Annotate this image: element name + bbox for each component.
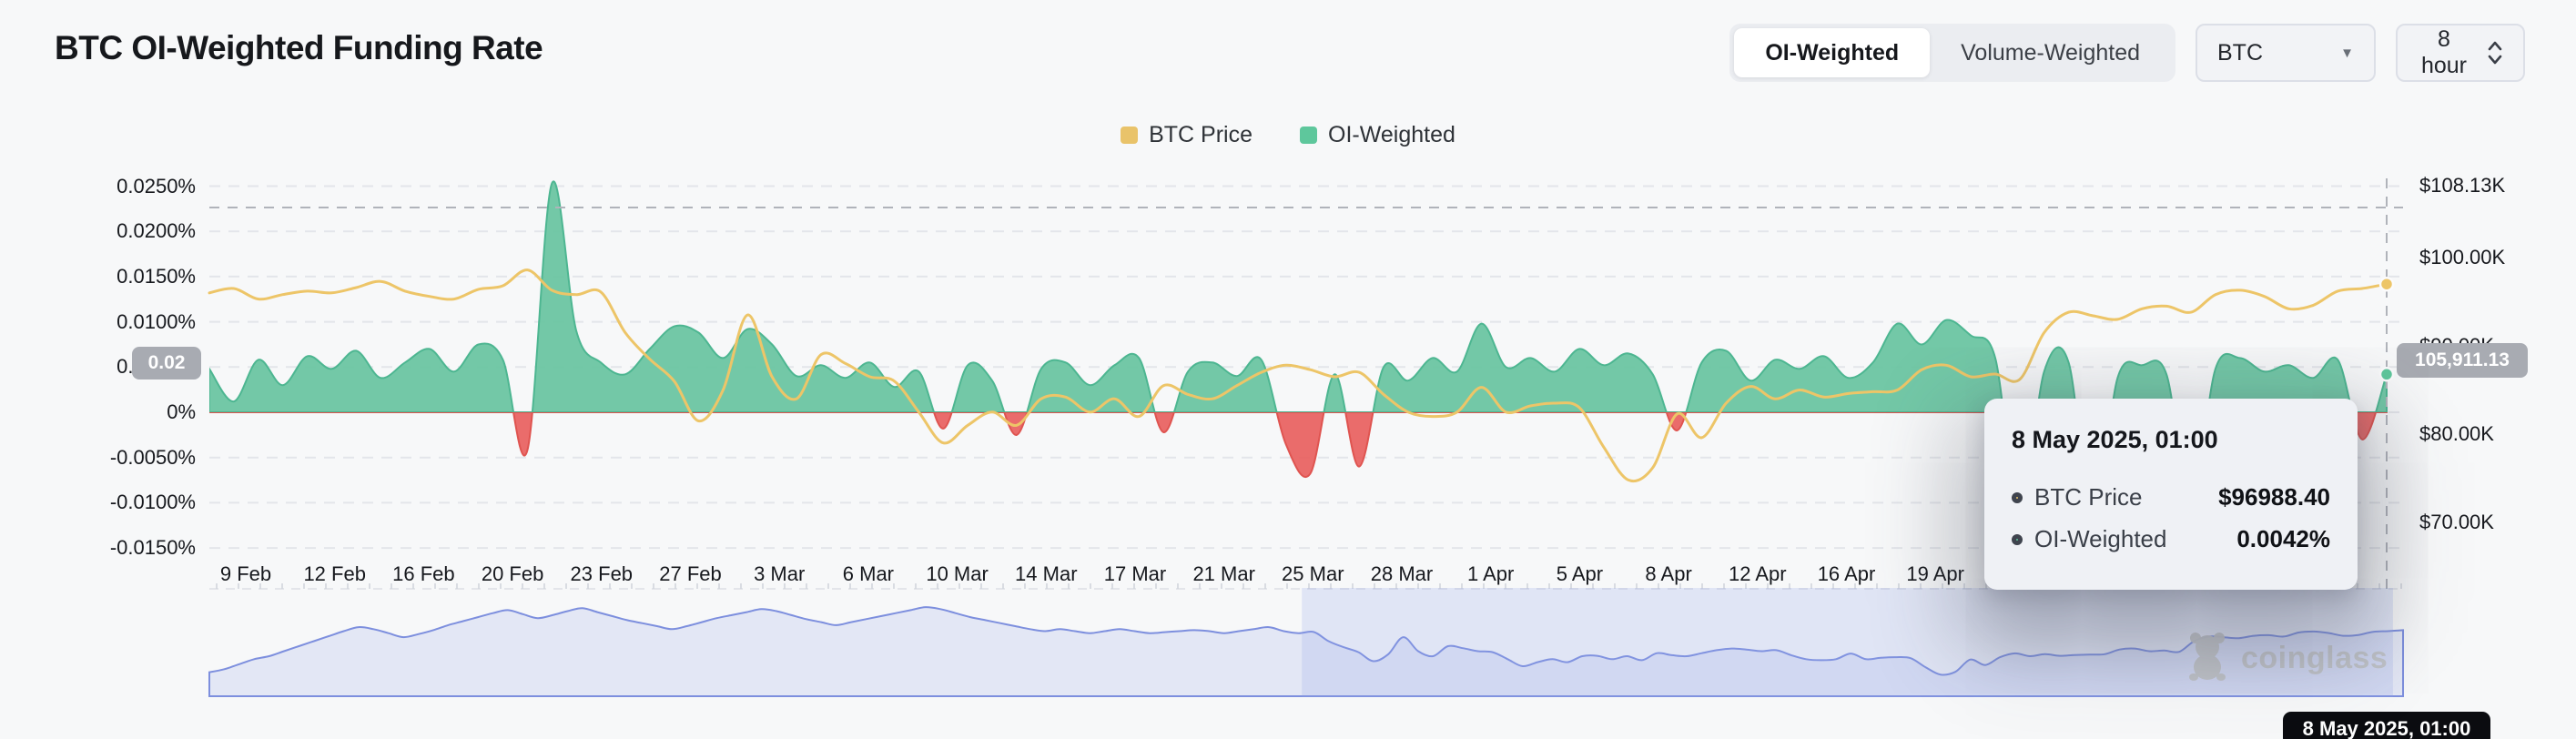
x-axis: 9 Feb 12 Feb 16 Feb 20 Feb 23 Feb 27 Feb 3 Mar… [0,155,2576,739]
y-axis-label-left: 0.0200% [117,219,196,243]
x-axis-label: 19 Apr [1906,562,1964,585]
crosshair-left-badge: 0.02 [132,347,201,380]
y-axis-label-right: $100.00K [2419,246,2506,268]
tooltip-row-oi-weighted: OI-Weighted 0.0042% [2012,525,2330,553]
y-axis-label-left: 0% [167,400,196,423]
symbol-select-value: BTC [2217,39,2263,66]
chart-tooltip: 8 May 2025, 01:00 BTC Price $96988.40 OI… [1984,399,2358,590]
x-axis-label: 3 Mar [754,562,806,585]
y-axis-label-left: 0.0100% [117,309,196,333]
x-axis-label: 14 Mar [1015,562,1078,585]
x-axis-label: 9 Feb [219,562,272,585]
y-axis-label-left: 0.0250% [117,174,196,197]
coinglass-logo-icon [2185,630,2230,687]
x-axis-label: 16 Apr [1817,562,1876,585]
tooltip-label: OI-Weighted [2034,525,2167,552]
y-axis-left: 0.0250%0.0200%0.0150%0.0100%0.0050%0%-0.… [0,155,2576,739]
tooltip-value: $96988.40 [2218,483,2330,511]
weighting-toggle: OI-Weighted Volume-Weighted [1729,24,2175,82]
x-axis-label: 16 Feb [392,562,455,585]
x-axis-label: 28 Mar [1370,562,1434,585]
x-axis-label: 1 Apr [1467,562,1515,585]
tooltip-date: 8 May 2025, 01:00 [2012,426,2218,453]
y-axis-label-left: -0.0050% [109,445,196,469]
symbol-select[interactable]: BTC ▼ [2196,24,2376,82]
x-axis-label: 12 Feb [303,562,366,585]
watermark-label: coinglass [2241,641,2388,675]
y-axis-label-left: -0.0150% [109,536,196,560]
oi-weighted-swatch [1300,127,1317,144]
y-axis-label-right: $70.00K [2419,511,2494,533]
btc-price-swatch [1121,127,1139,144]
y-axis-label-right: $80.00K [2419,422,2494,445]
y-axis-label-right: $108.13K [2419,174,2506,197]
interval-select-value: 8 hour [2420,26,2468,78]
x-axis-label: 27 Feb [659,562,722,585]
btc-price-marker-icon [2012,491,2023,503]
x-axis-label: 5 Apr [1556,562,1604,585]
interval-select[interactable]: 8 hour [2396,24,2525,82]
oi-weighted-marker-icon [2012,533,2023,545]
x-axis-label: 17 Mar [1103,562,1167,585]
x-axis-label: 6 Mar [842,562,895,585]
tab-oi-weighted[interactable]: OI-Weighted [1734,28,1931,77]
page-title: BTC OI-Weighted Funding Rate [55,29,543,66]
legend-label: BTC Price [1149,122,1253,147]
tooltip-row-btc-price: BTC Price $96988.40 [2012,483,2330,511]
legend-item-oi-weighted[interactable]: OI-Weighted [1300,122,1455,148]
x-axis-label: 21 Mar [1192,562,1255,585]
x-axis-label: 8 Apr [1645,562,1692,585]
y-axis-label-left: -0.0100% [109,491,196,514]
tooltip-label: BTC Price [2034,483,2143,511]
x-axis-label: 12 Apr [1728,562,1787,585]
crosshair-date-badge: 8 May 2025, 01:00 [2283,712,2490,739]
chevron-down-icon: ▼ [2340,45,2354,61]
tooltip-value: 0.0042% [2236,525,2330,552]
up-down-stepper-icon [2487,39,2503,66]
x-axis-label: 25 Mar [1282,562,1344,585]
chart-controls: OI-Weighted Volume-Weighted BTC ▼ 8 hour [1729,24,2525,82]
y-axis-label-left: 0.0150% [117,264,196,288]
legend-item-btc-price[interactable]: BTC Price [1121,122,1253,148]
x-axis-label: 20 Feb [481,562,544,585]
x-axis-label: 23 Feb [570,562,634,585]
legend-label: OI-Weighted [1328,122,1455,147]
x-axis-label: 10 Mar [926,562,989,585]
crosshair-right-badge: 105,911.13 [2397,343,2528,378]
tab-volume-weighted[interactable]: Volume-Weighted [1930,28,2171,77]
watermark: coinglass [2185,630,2388,687]
legend: BTC Price OI-Weighted [0,122,2576,148]
